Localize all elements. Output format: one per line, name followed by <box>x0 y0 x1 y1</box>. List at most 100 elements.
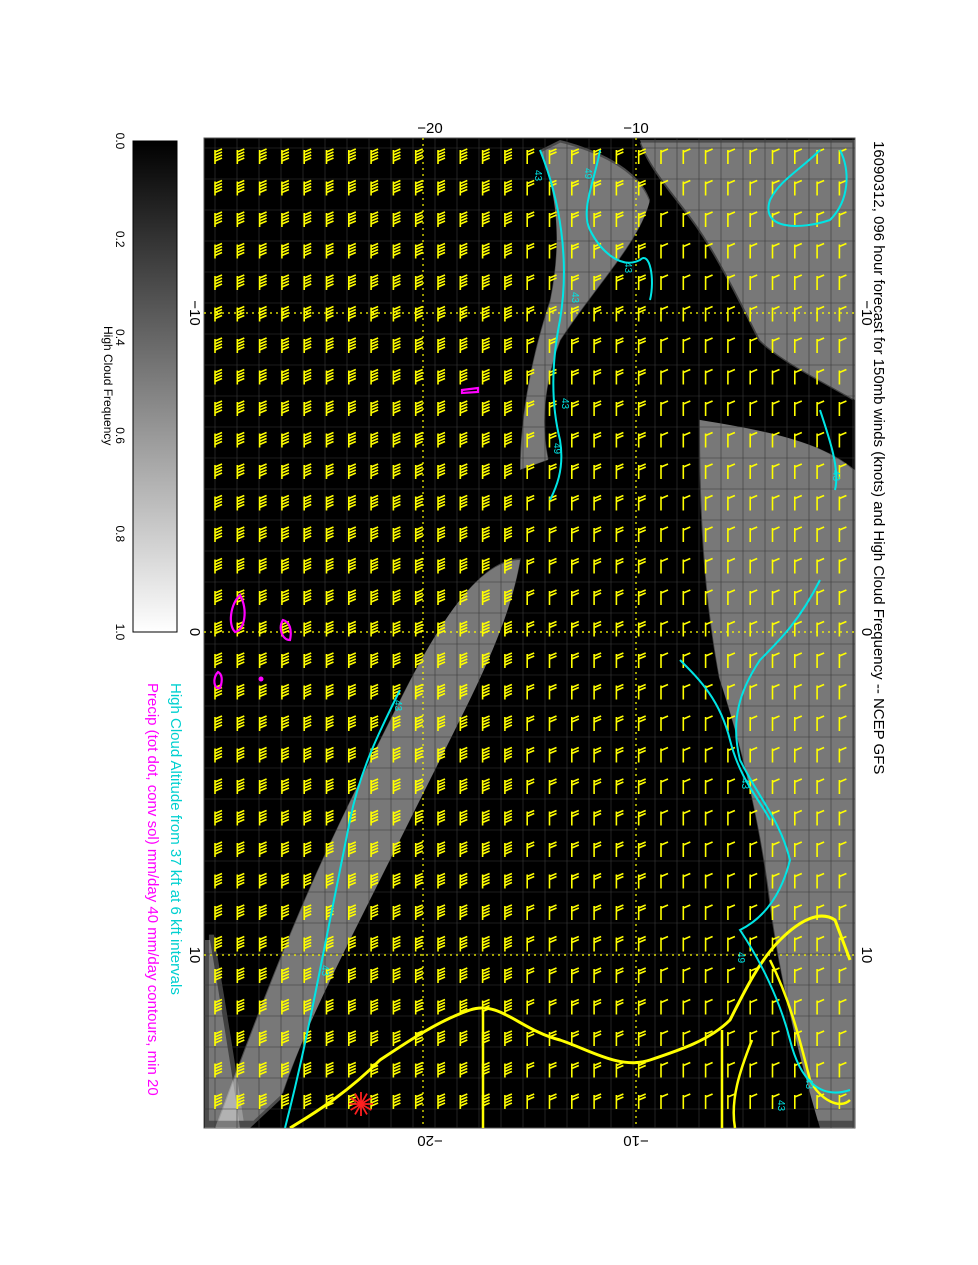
wind-barb <box>370 652 379 668</box>
wind-barb <box>593 179 602 196</box>
wind-barb <box>637 274 647 290</box>
wind-barb <box>504 998 513 1015</box>
wind-barb <box>459 368 468 385</box>
wind-barb <box>392 746 401 763</box>
wind-barb <box>548 683 557 700</box>
wind-barb <box>214 400 223 416</box>
wind-barb <box>749 872 758 889</box>
wind-barb <box>459 463 468 479</box>
wind-barb <box>771 1093 780 1109</box>
wind-barb <box>303 368 312 385</box>
wind-barb <box>526 242 535 259</box>
wind-barb <box>771 179 780 196</box>
wind-barb <box>771 1030 780 1046</box>
wind-barb <box>660 715 669 731</box>
wind-barb <box>637 368 647 385</box>
wind-barb <box>660 904 669 920</box>
wind-barb <box>392 557 401 574</box>
wind-barb <box>281 494 290 511</box>
wind-barb <box>370 935 379 952</box>
wind-barb <box>504 368 513 385</box>
wind-barb <box>437 274 446 290</box>
wind-barb <box>816 400 825 416</box>
wind-barb <box>459 1030 468 1046</box>
contour-label: 43 <box>775 1100 786 1112</box>
wind-barb <box>258 652 267 668</box>
wind-barb <box>214 652 223 668</box>
wind-barb <box>838 494 847 511</box>
top-axis-tick: −10 <box>623 120 648 137</box>
wind-barb <box>281 337 290 353</box>
wind-barb <box>771 620 780 637</box>
wind-barb <box>526 998 535 1015</box>
wind-barb <box>325 431 334 448</box>
wind-barb <box>325 557 334 574</box>
wind-barb <box>637 337 647 353</box>
wind-barb <box>593 1061 602 1078</box>
wind-barb <box>816 683 825 700</box>
wind-barb <box>370 368 379 385</box>
wind-barb <box>370 1093 379 1109</box>
contour-label: 43 <box>319 965 330 977</box>
wind-barb <box>816 526 825 542</box>
wind-barb <box>816 337 825 353</box>
colorbar-label: High Cloud Frequency <box>101 326 115 445</box>
wind-barb <box>370 179 379 196</box>
wind-barb <box>325 683 334 700</box>
wind-barb <box>481 841 490 857</box>
wind-barb <box>481 778 490 794</box>
wind-barb <box>704 1061 713 1078</box>
wind-barb <box>281 683 290 700</box>
lat-lon-grid <box>204 138 855 1128</box>
wind-barb <box>816 620 825 637</box>
wind-barb <box>459 494 468 511</box>
wind-barb <box>236 431 245 448</box>
wind-barb <box>526 463 535 479</box>
wind-barb <box>570 494 580 511</box>
wind-barb <box>615 589 624 605</box>
wind-barb <box>481 463 490 479</box>
wind-barb <box>771 715 780 731</box>
wind-barb <box>392 872 401 889</box>
wind-barb <box>281 148 290 164</box>
wind-barb <box>504 967 513 983</box>
wind-barb <box>392 841 401 857</box>
wind-barb <box>526 211 535 227</box>
wind-barb <box>504 872 513 889</box>
wind-barb <box>325 305 334 322</box>
wind-barb <box>370 872 379 889</box>
wind-barb <box>682 211 691 227</box>
wind-barb <box>481 431 490 448</box>
wind-barb <box>236 1093 245 1109</box>
wind-barb <box>214 305 223 322</box>
wind-barb <box>570 179 580 196</box>
wind-barb <box>793 1093 803 1109</box>
wind-barb <box>303 589 312 605</box>
wind-barb <box>637 872 647 889</box>
wind-barb <box>281 872 290 889</box>
wind-barb <box>325 526 334 542</box>
wind-barb <box>281 179 290 196</box>
wind-barb <box>660 526 669 542</box>
wind-barb <box>637 620 647 637</box>
wind-barb <box>793 368 803 385</box>
wind-barb <box>214 148 223 164</box>
wind-barb <box>727 274 736 290</box>
wind-barb <box>437 1093 446 1109</box>
wind-barb <box>303 904 312 920</box>
wind-barb <box>816 179 825 196</box>
wind-barb <box>749 904 758 920</box>
bottom-axis-tick: −10 <box>623 1132 648 1149</box>
wind-barb <box>660 368 669 385</box>
wind-barb <box>258 1061 267 1078</box>
wind-barb <box>637 305 647 322</box>
wind-barb <box>392 148 401 164</box>
wind-barb <box>504 715 513 731</box>
wind-barb <box>704 967 713 983</box>
wind-barb <box>414 557 424 574</box>
wind-barb <box>347 463 357 479</box>
wind-barb <box>437 967 446 983</box>
wind-barb <box>214 1093 223 1109</box>
wind-barb <box>749 809 758 826</box>
wind-barb <box>214 746 223 763</box>
